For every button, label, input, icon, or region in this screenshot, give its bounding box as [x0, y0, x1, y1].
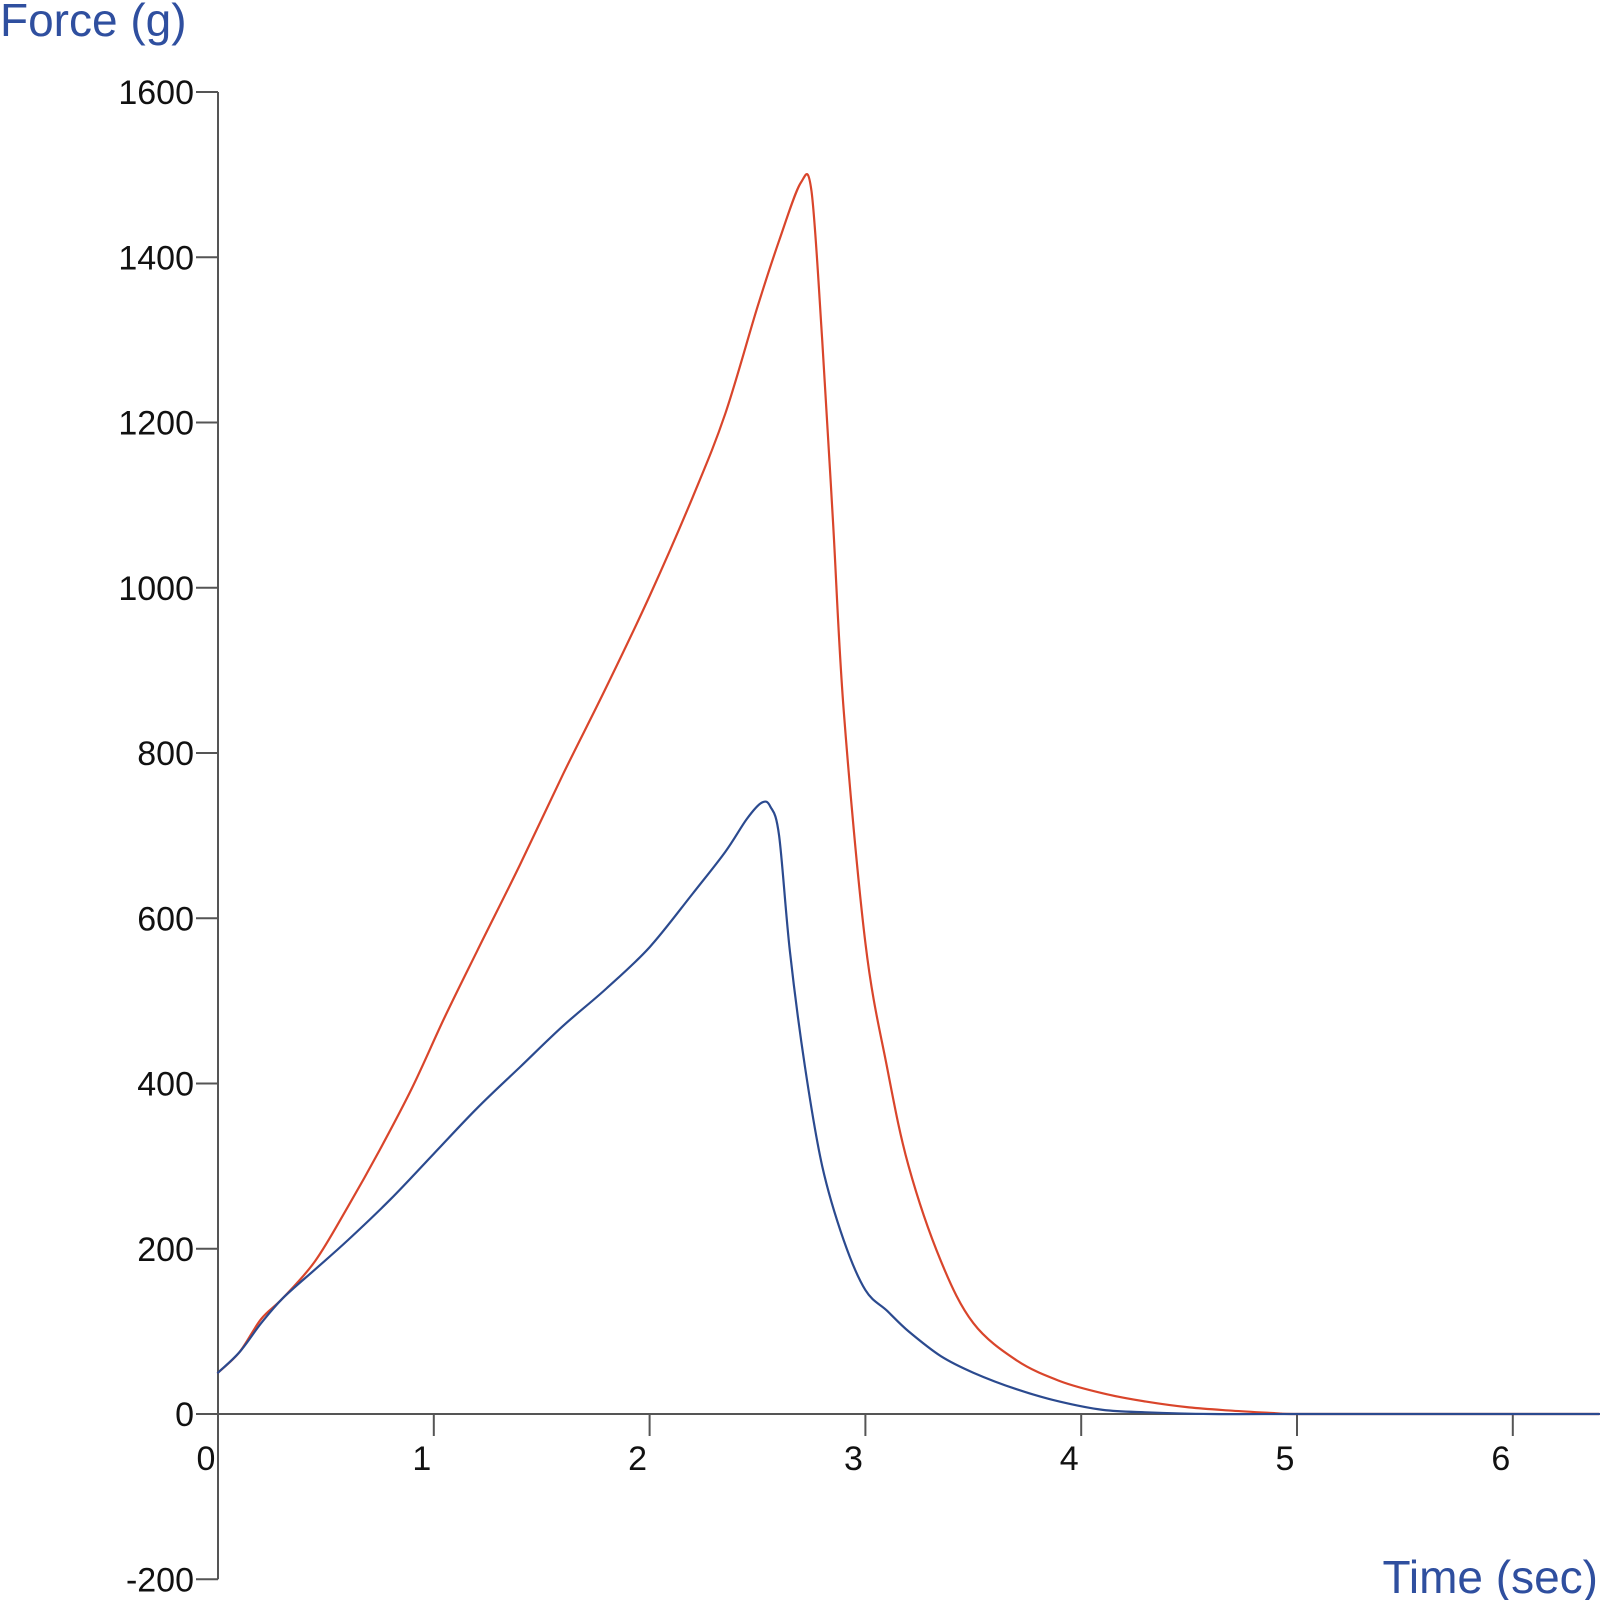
series-layer	[216, 172, 1600, 1416]
x-tick-label: 0	[197, 1440, 216, 1478]
y-tick-label: 0	[175, 1396, 194, 1434]
x-tick-label: 3	[844, 1440, 863, 1478]
series-line-2	[216, 800, 1600, 1416]
x-tick-label: 2	[628, 1440, 647, 1478]
x-tick-label: 6	[1491, 1440, 1510, 1478]
y-tick-label: 800	[137, 735, 194, 773]
axes	[217, 92, 1600, 1580]
x-axis-title: Time (sec)	[1382, 1551, 1598, 1600]
y-axis-ticks: -200 0 200 400 600 800 1000 1200 1400 1600	[118, 74, 218, 1599]
y-axis-title: Force (g)	[0, 0, 187, 46]
x-axis-ticks: 0 1 2 3 4 5 6	[197, 1414, 1514, 1478]
x-tick-label: 5	[1276, 1440, 1295, 1478]
y-tick-label: 600	[137, 900, 194, 938]
x-tick-label: 4	[1060, 1440, 1079, 1478]
y-tick-label: 1000	[118, 570, 194, 608]
y-tick-label: 1200	[118, 405, 194, 443]
y-tick-label: -200	[126, 1561, 194, 1599]
series-line-1	[216, 172, 1600, 1416]
x-tick-label: 1	[412, 1440, 431, 1478]
y-tick-label: 400	[137, 1066, 194, 1104]
y-tick-label: 1600	[118, 74, 194, 112]
y-tick-label: 1400	[118, 239, 194, 277]
y-tick-label: 200	[137, 1231, 194, 1269]
